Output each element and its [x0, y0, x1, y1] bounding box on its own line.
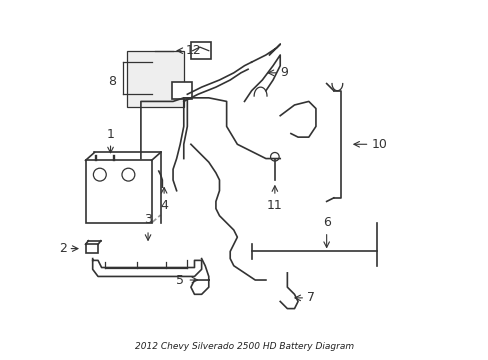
Text: 10: 10 [370, 138, 386, 151]
Text: 3: 3 [144, 213, 152, 226]
Text: 5: 5 [175, 274, 183, 287]
FancyBboxPatch shape [190, 42, 210, 59]
Text: 4: 4 [160, 199, 168, 212]
Text: 12: 12 [185, 44, 201, 57]
Text: 2: 2 [59, 242, 67, 255]
Text: 9: 9 [280, 66, 287, 79]
FancyBboxPatch shape [126, 51, 183, 107]
Text: 7: 7 [306, 291, 314, 305]
FancyBboxPatch shape [85, 244, 98, 253]
FancyBboxPatch shape [85, 160, 151, 223]
Text: 8: 8 [108, 75, 116, 88]
FancyBboxPatch shape [171, 82, 192, 99]
Text: 1: 1 [106, 128, 114, 141]
Text: 2012 Chevy Silverado 2500 HD Battery Diagram: 2012 Chevy Silverado 2500 HD Battery Dia… [135, 342, 353, 351]
Text: 6: 6 [322, 216, 330, 229]
Text: 11: 11 [266, 199, 282, 212]
